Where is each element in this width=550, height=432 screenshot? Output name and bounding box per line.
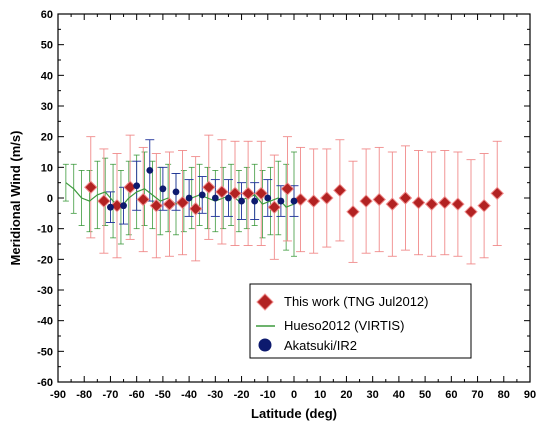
data-point-this-work (438, 195, 452, 210)
y-tick-label: 30 (41, 101, 53, 113)
data-point-akatsuki (211, 194, 219, 202)
y-tick-label: -40 (37, 316, 53, 328)
diamond-marker-icon (256, 293, 274, 311)
data-point-this-work (97, 194, 111, 208)
data-point-this-work (136, 192, 150, 207)
data-point-akatsuki (172, 188, 180, 196)
data-point-this-work (306, 194, 321, 208)
data-point-this-work (424, 197, 439, 211)
data-point-this-work (84, 180, 98, 194)
data-point-this-work (267, 200, 282, 214)
x-tick-label: 70 (471, 389, 483, 401)
x-tick-label: -20 (234, 389, 250, 401)
x-tick-label: -10 (260, 389, 276, 401)
legend-item-hueso2012: Hueso2012 (VIRTIS) (256, 318, 404, 333)
data-point-this-work (411, 195, 426, 210)
y-tick-label: 10 (41, 162, 53, 174)
data-point-akatsuki (290, 197, 298, 205)
legend-label-this-work: This work (TNG Jul2012) (284, 294, 428, 309)
y-tick-label: -50 (37, 346, 53, 358)
data-point-akatsuki (238, 197, 245, 205)
data-point-this-work (398, 191, 413, 205)
x-tick-label: 30 (367, 389, 379, 401)
legend-label-hueso2012: Hueso2012 (VIRTIS) (284, 318, 404, 333)
circle-marker-icon (258, 338, 272, 352)
data-point-akatsuki (198, 191, 206, 199)
data-point-this-work (202, 180, 216, 194)
x-tick-label: 10 (314, 389, 326, 401)
data-point-akatsuki (264, 194, 272, 202)
y-tick-label: 0 (47, 193, 53, 205)
x-tick-label: -40 (181, 389, 197, 401)
x-tick-label: 20 (340, 389, 352, 401)
legend-box (249, 283, 472, 359)
data-point-this-work (188, 202, 203, 216)
data-point-this-work (477, 198, 491, 213)
x-tick-label: -60 (129, 389, 145, 401)
y-axis-title: Meridional Wind (m/s) (8, 131, 23, 266)
x-tick-label: -30 (207, 389, 223, 401)
data-point-this-work (228, 186, 242, 201)
data-point-this-work (333, 183, 347, 198)
data-point-akatsuki (146, 167, 154, 174)
data-point-this-work (280, 182, 295, 196)
y-tick-label: -30 (37, 285, 53, 297)
y-tick-label: 60 (41, 9, 53, 21)
x-axis-title: Latitude (deg) (251, 406, 337, 421)
data-point-akatsuki (277, 197, 285, 205)
x-tick-label: 50 (419, 389, 431, 401)
data-point-akatsuki (107, 203, 114, 211)
x-tick-label: 0 (291, 389, 297, 401)
data-point-this-work (254, 186, 268, 201)
y-tick-label: -60 (37, 377, 53, 389)
data-point-this-work (385, 197, 400, 211)
legend-item-akatsuki: Akatsuki/IR2 (258, 338, 357, 353)
x-tick-label: -90 (50, 389, 66, 401)
y-tick-label: -20 (37, 254, 53, 266)
x-tick-label: 40 (393, 389, 405, 401)
data-points-layer (84, 167, 504, 219)
data-point-akatsuki (251, 197, 259, 205)
legend-label-akatsuki: Akatsuki/IR2 (284, 338, 357, 353)
data-point-akatsuki (159, 185, 167, 193)
x-tick-label: -80 (76, 389, 92, 401)
data-point-akatsuki (120, 202, 127, 210)
data-point-this-work (162, 197, 177, 211)
data-point-akatsuki (185, 194, 193, 202)
data-point-this-work (149, 198, 164, 213)
x-tick-label: 90 (524, 389, 536, 401)
data-point-akatsuki (133, 182, 141, 190)
axes-layer: -90 -80 -70 -60 -50 -40 -30 -20 -10 0 10 20 30 40 50 60… (37, 9, 536, 401)
y-tick-label: 50 (41, 40, 53, 52)
data-point-this-work (215, 185, 229, 199)
y-tick-label: 40 (41, 70, 53, 82)
data-point-this-work (175, 195, 190, 210)
data-point-this-work (372, 192, 386, 207)
data-point-this-work (293, 192, 308, 207)
x-tick-label: 60 (445, 389, 457, 401)
legend: This work (TNG Jul2012) Hueso2012 (VIRTI… (249, 283, 472, 359)
data-point-this-work (241, 186, 255, 201)
data-point-this-work (451, 197, 465, 211)
data-point-this-work (346, 205, 360, 219)
data-point-this-work (320, 191, 334, 205)
data-point-this-work (490, 186, 504, 201)
x-tick-label: -50 (155, 389, 171, 401)
y-tick-label: -10 (37, 224, 53, 236)
y-tick-label: 20 (41, 132, 53, 144)
data-point-this-work (359, 194, 373, 208)
x-tick-label: -70 (102, 389, 118, 401)
data-point-akatsuki (225, 194, 232, 202)
data-point-this-work (464, 205, 478, 219)
legend-item-this-work: This work (TNG Jul2012) (256, 293, 428, 311)
x-tick-label: 80 (498, 389, 510, 401)
